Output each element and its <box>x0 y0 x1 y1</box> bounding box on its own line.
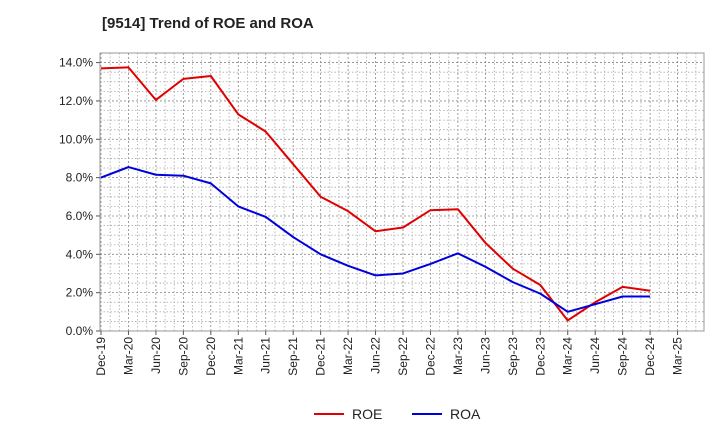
x-tick-label: Mar-21 <box>231 337 245 375</box>
x-tick-label: Sep-24 <box>616 337 630 376</box>
x-tick-label: Mar-23 <box>451 337 465 375</box>
y-tick-label: 12.0% <box>59 94 93 108</box>
y-tick-label: 0.0% <box>66 324 94 338</box>
x-tick-label: Dec-22 <box>423 337 437 376</box>
x-tick-label: Jun-21 <box>259 337 273 374</box>
x-tick-label: Jun-20 <box>149 337 163 374</box>
chart-title: [9514] Trend of ROE and ROA <box>102 15 314 32</box>
series-line-roe <box>100 66 651 322</box>
series <box>100 66 651 322</box>
y-tick-label: 2.0% <box>66 286 94 300</box>
y-axis: 0.0% 2.0% 4.0% 6.0% 8.0% 10.0% 12.0% 14.0% <box>59 56 100 338</box>
x-tick-label: Dec-20 <box>204 337 218 376</box>
x-tick-label: Mar-22 <box>341 337 355 375</box>
x-tick-label: Sep-21 <box>286 337 300 376</box>
x-axis: Dec-19 Mar-20 Jun-20 Sep-20 Dec-20 Mar-21 Jun-… <box>94 331 685 376</box>
legend-label-roe: ROE <box>352 406 382 422</box>
x-tick-label: Sep-22 <box>396 337 410 376</box>
x-tick-label: Mar-20 <box>121 337 135 375</box>
x-tick-label: Dec-24 <box>643 337 657 376</box>
series-line-roa <box>100 166 651 313</box>
y-tick-label: 4.0% <box>66 247 94 261</box>
x-tick-label: Jun-24 <box>588 337 602 374</box>
legend-label-roa: ROA <box>450 406 481 422</box>
y-tick-label: 6.0% <box>66 209 94 223</box>
x-tick-label: Sep-23 <box>506 337 520 376</box>
y-tick-label: 8.0% <box>66 171 94 185</box>
x-tick-label: Mar-25 <box>671 337 685 375</box>
x-tick-label: Jun-23 <box>478 337 492 374</box>
x-tick-label: Sep-20 <box>176 337 190 376</box>
y-tick-label: 10.0% <box>59 132 93 146</box>
x-tick-label: Jun-22 <box>369 337 383 374</box>
grid <box>100 52 704 332</box>
y-tick-label: 14.0% <box>59 56 93 70</box>
plot-frame <box>99 52 705 332</box>
x-tick-label: Mar-24 <box>561 337 575 375</box>
x-tick-label: Dec-19 <box>94 337 108 376</box>
x-tick-label: Dec-23 <box>533 337 547 376</box>
legend: ROE ROA <box>314 406 481 422</box>
x-tick-label: Dec-21 <box>314 337 328 376</box>
